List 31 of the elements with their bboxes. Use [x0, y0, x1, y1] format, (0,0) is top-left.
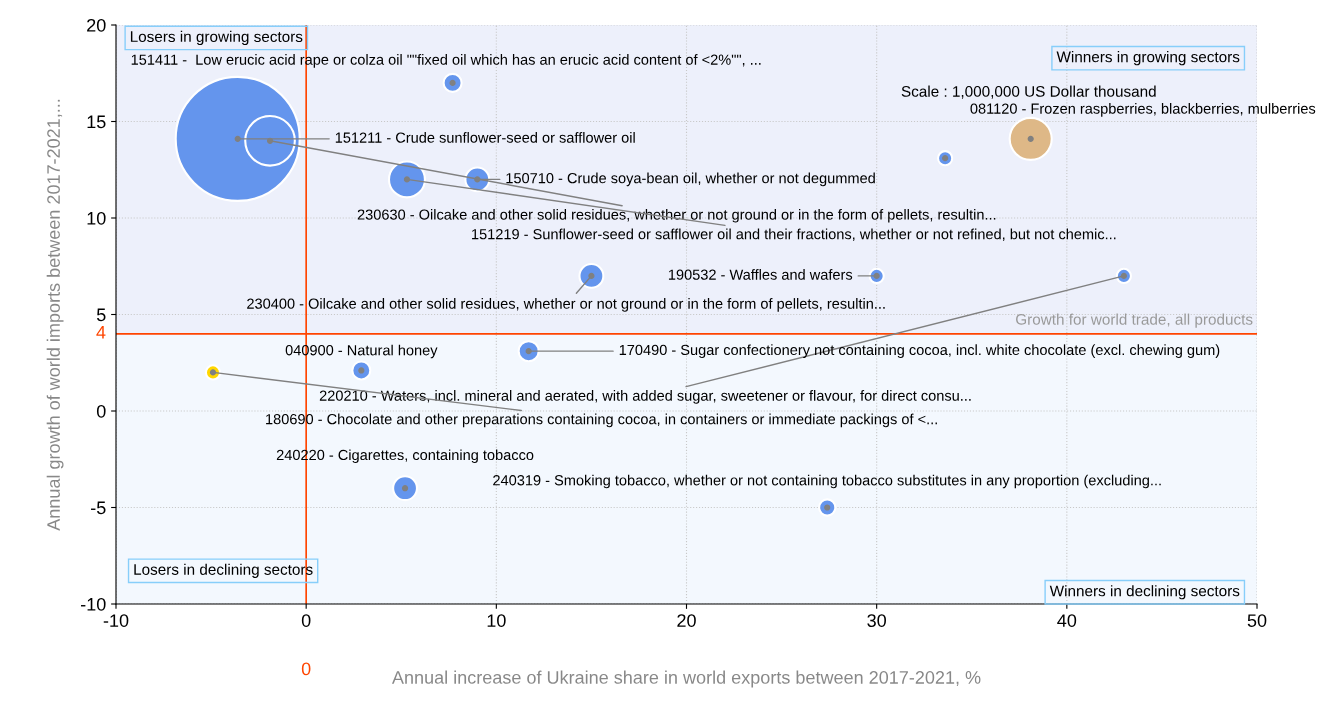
x-tick-label: 50 [1247, 614, 1267, 627]
text: 151211 - Crude sunflower-seed or safflower oil [335, 132, 635, 143]
y-tick-label: 15 [87, 115, 106, 129]
y-tick-label: 10 [87, 211, 106, 225]
text: 220210 - Waters, incl. mineral and aerated, with added sugar, sweetener or flavour, for direct consu... [319, 390, 971, 404]
ref-line-label: 4 [96, 326, 106, 339]
annotation: Scale : 1,000,000 US Dollar thousand [901, 85, 1156, 99]
annotation: Growth for world trade, all products [1016, 313, 1253, 328]
x-tick-label: 30 [867, 614, 886, 627]
text: 151219 - Sunflower-seed or safflower oil and their fractions, whether or not refined, but not chemic... [472, 228, 1116, 242]
text: 081120 - Frozen raspberries, blackberries, mulberries [970, 103, 1316, 117]
series-label: 150710 - Crude soya-bean oil, whether or not degummed [506, 172, 875, 187]
series-label: 230400 - Oilcake and other solid residues, whether or not ground or in the form of pellets, resultin... [247, 298, 885, 312]
text: 170490 - Sugar confectionery not containing cocoa, incl. white chocolate (excl. chewing gum) [619, 344, 1220, 358]
y-tick-label: 20 [87, 18, 106, 32]
annotation: Winners in declining sectors [1049, 585, 1240, 600]
series-label: 190532 - Waffles and wafers [668, 269, 853, 280]
x-tick-label: 20 [677, 614, 696, 627]
series-label: 240319 - Smoking tobacco, whether or not containing tobacco substitutes in any proportion (excluding... [493, 474, 1161, 489]
y-tick-label: -10 [80, 597, 106, 611]
y-tick-label: -5 [91, 501, 106, 515]
x-axis-title: Annual increase of Ukraine share in world exports between 2017-2021, % [391, 670, 981, 688]
x-tick-label: 10 [487, 614, 506, 627]
annotation: Losers in growing sectors [130, 30, 303, 46]
y-tick-label: 5 [96, 308, 106, 322]
ref-line-label: 0 [301, 662, 311, 676]
annotation: Winners in growing sectors [1056, 51, 1240, 66]
x-tick-label: 40 [1057, 614, 1077, 627]
y-axis-title: Annual growth of world imports between 2017-2021,... [46, 99, 64, 531]
y-tick-label: 0 [96, 404, 106, 418]
x-tick-label: 0 [301, 614, 311, 627]
